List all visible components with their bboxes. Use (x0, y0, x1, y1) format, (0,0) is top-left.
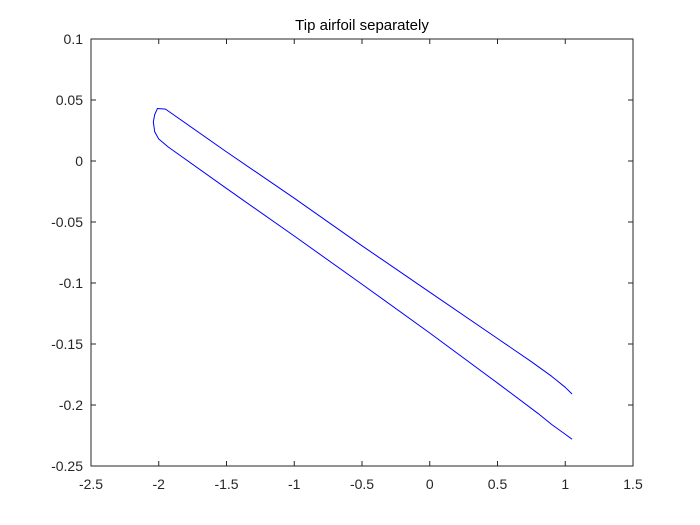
x-tick-label: 0 (426, 476, 434, 492)
y-tick-label: -0.15 (51, 336, 83, 352)
y-tick-label: -0.25 (51, 458, 83, 474)
y-tick-label: 0.05 (56, 92, 83, 108)
airfoil-series (152, 108, 573, 440)
y-tick-label: -0.1 (59, 275, 83, 291)
x-tick-label: -2 (153, 476, 166, 492)
x-tick-label: -1 (288, 476, 301, 492)
x-tick-label: 1.5 (623, 476, 643, 492)
x-tick-label: 0.5 (488, 476, 508, 492)
airfoil-outline-line (152, 108, 573, 440)
ticks-group (90, 38, 634, 467)
y-tick-label: 0.1 (64, 31, 84, 47)
x-tick-label: -2.5 (79, 476, 103, 492)
y-tick-label: -0.05 (51, 214, 83, 230)
x-tick-label: 1 (561, 476, 569, 492)
chart-title: Tip airfoil separately (295, 17, 429, 34)
y-tick-label: 0 (75, 153, 83, 169)
x-tick-label: -0.5 (350, 476, 374, 492)
y-tick-label: -0.2 (59, 397, 83, 413)
axes-frame (90, 38, 634, 467)
x-tick-label: -1.5 (214, 476, 238, 492)
labels-group: -2.5 -2 -1.5 -1 -0.5 0 0.5 1 1.5 0.1 0.05 0 -0.05 -0.… (51, 31, 643, 492)
